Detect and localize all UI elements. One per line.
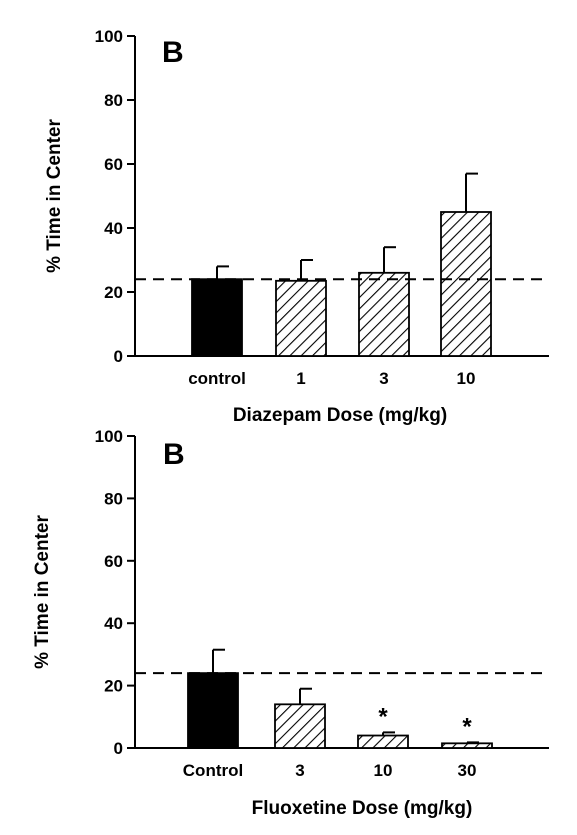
y-tick-label: 0: [114, 739, 123, 758]
y-tick-label: 0: [114, 347, 123, 366]
x-tick-label: 3: [295, 761, 304, 780]
bar: [187, 672, 239, 749]
diazepam-panel: B 0 20 40 60 80 100 control 1 3 10 Diazepam Dose…: [44, 27, 549, 426]
y-tick-label: 60: [104, 155, 123, 174]
bar: [274, 703, 326, 749]
x-tick-label: Control: [183, 761, 243, 780]
x-tick-labels: Control 3 10 30: [183, 761, 477, 780]
y-axis-label: % Time in Center: [32, 515, 53, 669]
bar: [358, 271, 410, 357]
x-tick-label: control: [188, 369, 246, 388]
x-tick-label: 10: [457, 369, 476, 388]
bar: [357, 734, 409, 749]
x-axis-label: Diazepam Dose (mg/kg): [233, 405, 447, 426]
y-tick-label: 20: [104, 677, 123, 696]
y-tick-label: 100: [95, 27, 123, 46]
bar: [440, 211, 492, 357]
significance-marker: *: [462, 713, 472, 740]
bar: [441, 742, 493, 749]
significance-marker: *: [378, 703, 388, 730]
y-ticks: 0 20 40 60 80 100: [95, 27, 135, 366]
x-tick-label: 10: [374, 761, 393, 780]
bars: [191, 172, 492, 357]
y-tick-label: 60: [104, 552, 123, 571]
y-tick-label: 80: [104, 489, 123, 508]
y-axis-label: % Time in Center: [44, 119, 65, 273]
x-axis-label: Fluoxetine Dose (mg/kg): [252, 798, 473, 819]
y-tick-label: 20: [104, 283, 123, 302]
panel-label: B: [163, 438, 185, 471]
x-tick-label: 3: [379, 369, 388, 388]
x-tick-label: 30: [458, 761, 477, 780]
y-ticks: 0 20 40 60 80 100: [95, 427, 135, 758]
y-tick-label: 40: [104, 219, 123, 238]
bars: * *: [187, 648, 493, 749]
x-tick-labels: control 1 3 10: [188, 369, 475, 388]
bar: [275, 279, 327, 357]
x-tick-label: 1: [296, 369, 305, 388]
y-tick-label: 40: [104, 614, 123, 633]
bar: [191, 278, 243, 357]
panel-label: B: [162, 36, 184, 69]
y-tick-label: 100: [95, 427, 123, 446]
y-tick-label: 80: [104, 91, 123, 110]
